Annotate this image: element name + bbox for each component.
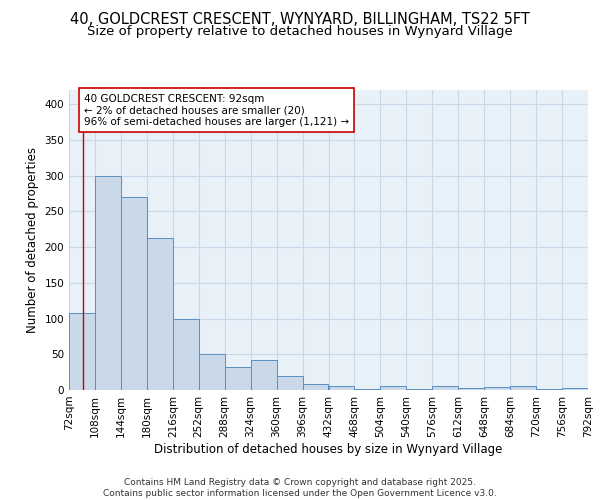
Y-axis label: Number of detached properties: Number of detached properties	[26, 147, 39, 333]
Bar	[458, 388, 484, 390]
Bar	[199, 354, 224, 390]
Bar	[95, 176, 121, 390]
Bar	[173, 318, 199, 390]
Bar	[302, 384, 329, 390]
Bar	[380, 386, 406, 390]
Bar	[121, 197, 147, 390]
Text: 40 GOLDCREST CRESCENT: 92sqm
← 2% of detached houses are smaller (20)
96% of sem: 40 GOLDCREST CRESCENT: 92sqm ← 2% of det…	[84, 94, 349, 127]
Bar	[224, 367, 251, 390]
Text: Contains HM Land Registry data © Crown copyright and database right 2025.
Contai: Contains HM Land Registry data © Crown c…	[103, 478, 497, 498]
Bar	[510, 386, 536, 390]
Bar	[329, 386, 355, 390]
Text: 40, GOLDCREST CRESCENT, WYNYARD, BILLINGHAM, TS22 5FT: 40, GOLDCREST CRESCENT, WYNYARD, BILLING…	[70, 12, 530, 28]
Bar	[432, 386, 458, 390]
X-axis label: Distribution of detached houses by size in Wynyard Village: Distribution of detached houses by size …	[154, 442, 503, 456]
Bar	[251, 360, 277, 390]
Bar	[355, 388, 380, 390]
Bar	[484, 387, 510, 390]
Text: Size of property relative to detached houses in Wynyard Village: Size of property relative to detached ho…	[87, 25, 513, 38]
Bar	[562, 388, 588, 390]
Bar	[69, 313, 95, 390]
Bar	[147, 238, 173, 390]
Bar	[277, 376, 302, 390]
